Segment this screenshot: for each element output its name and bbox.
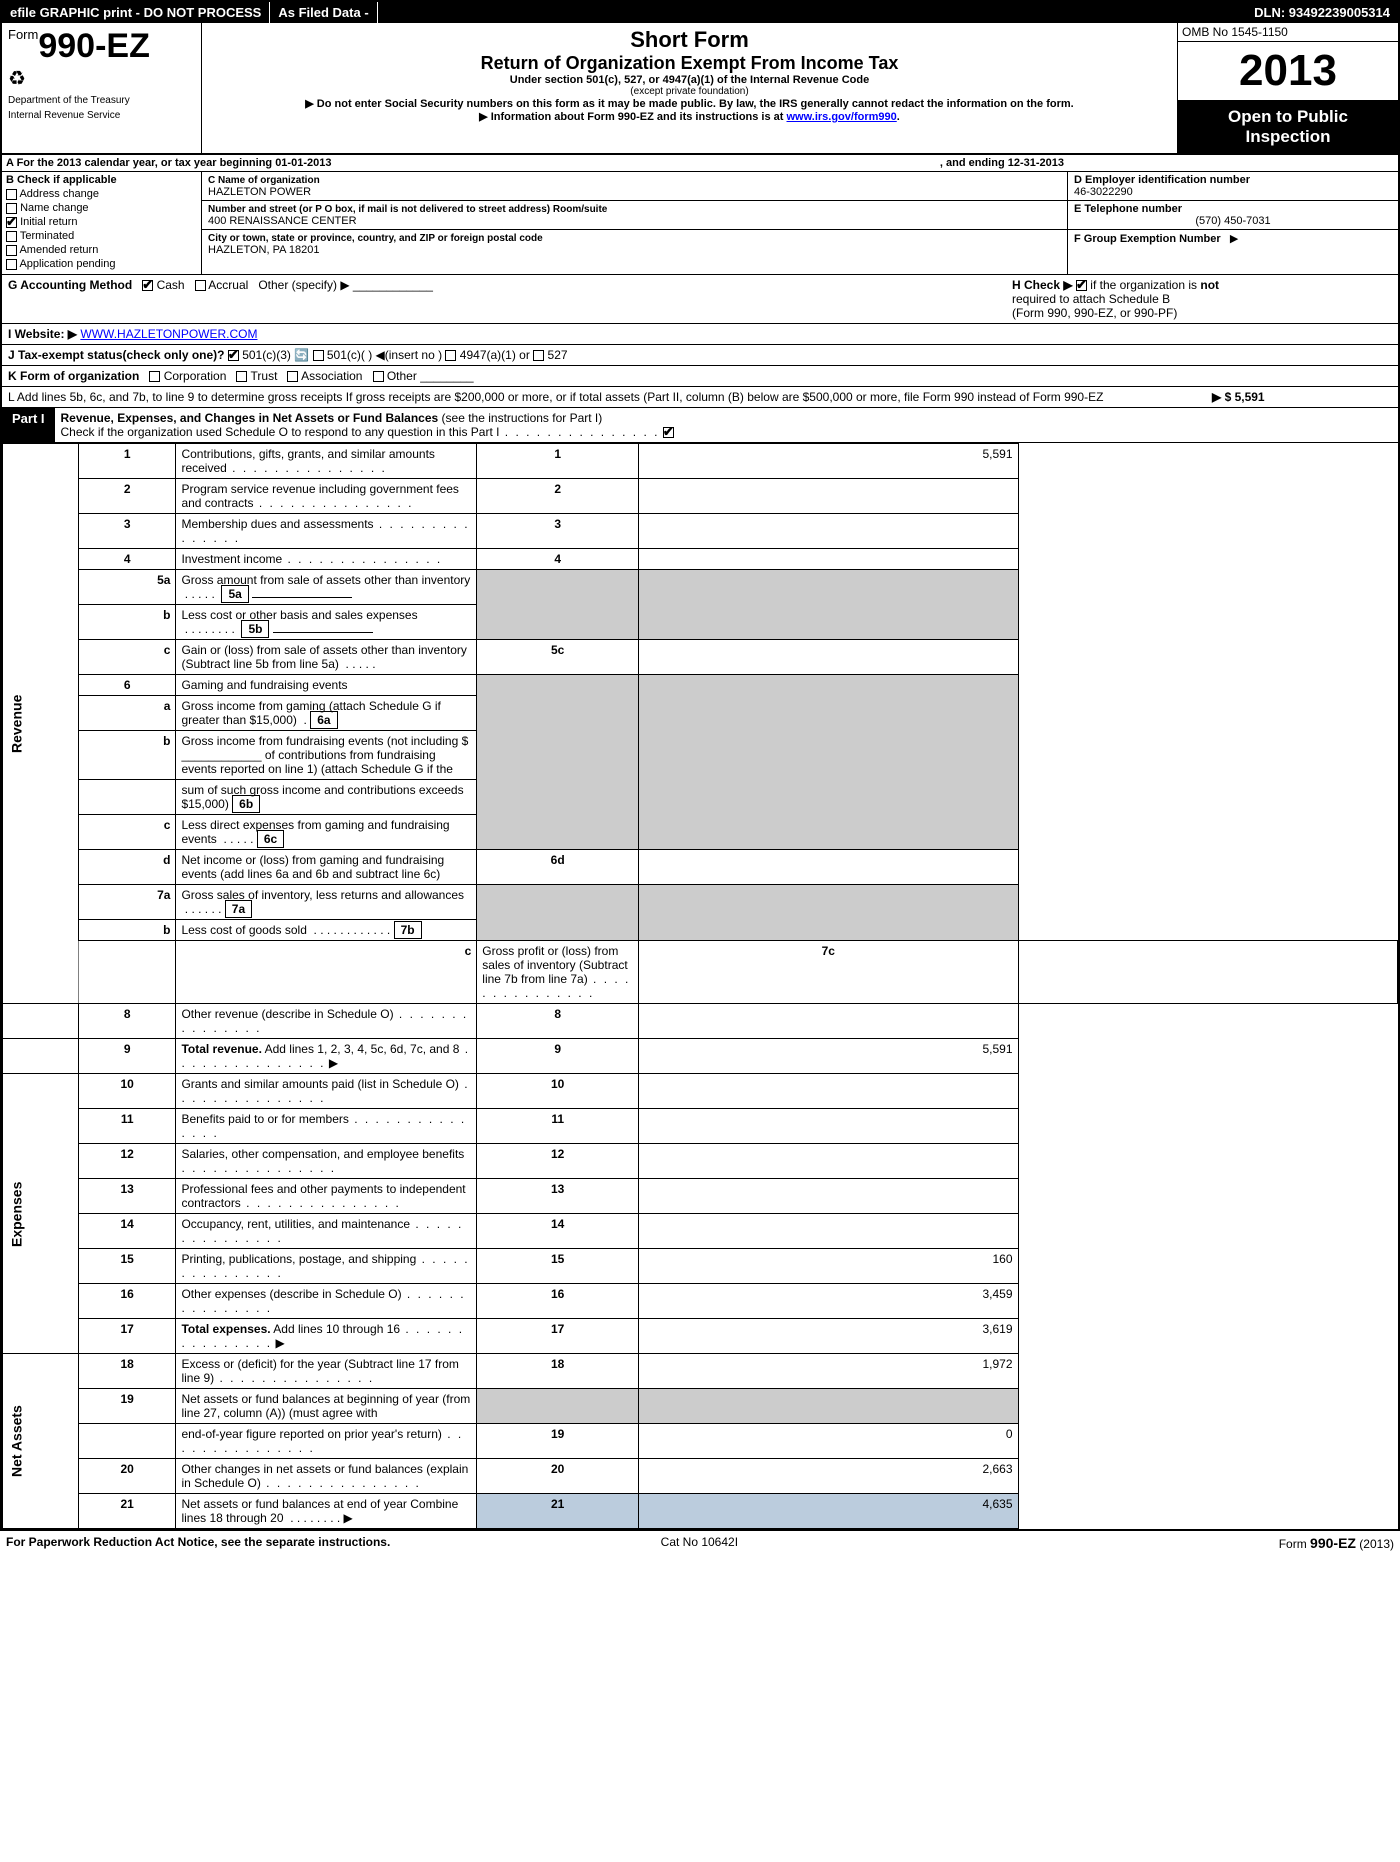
open-public: Open to Public Inspection [1178, 101, 1398, 153]
org-city: HAZLETON, PA 18201 [208, 244, 319, 256]
amt-19: 0 [639, 1424, 1018, 1459]
website-link[interactable]: WWW.HAZLETONPOWER.COM [80, 327, 257, 341]
b-head: B Check if applicable [6, 174, 197, 186]
chk-accrual[interactable] [195, 280, 206, 291]
chk-assoc[interactable] [287, 371, 298, 382]
chk-501c3[interactable] [228, 350, 239, 361]
row-a-begin: A For the 2013 calendar year, or tax yea… [2, 155, 936, 171]
part-tag: Part I [2, 408, 55, 442]
side-netassets: Net Assets [3, 1354, 79, 1529]
part-i-header: Part I Revenue, Expenses, and Changes in… [2, 408, 1398, 443]
chk-namechg[interactable] [6, 203, 17, 214]
footer-right: Form 990-EZ (2013) [1279, 1535, 1394, 1551]
header-center: Short Form Return of Organization Exempt… [202, 23, 1178, 153]
form-table: Revenue 1Contributions, gifts, grants, a… [2, 443, 1398, 1529]
section-bcdef: B Check if applicable Address change Nam… [2, 172, 1398, 275]
row-j: J Tax-exempt status(check only one)? 501… [2, 345, 1398, 366]
chk-cash[interactable] [142, 280, 153, 291]
header-row: Form990-EZ ♻ Department of the Treasury … [2, 23, 1398, 155]
header-left: Form990-EZ ♻ Department of the Treasury … [2, 23, 202, 153]
amt-17: 3,619 [639, 1319, 1018, 1354]
chk-address[interactable] [6, 189, 17, 200]
org-street: 400 RENAISSANCE CENTER [208, 215, 357, 227]
chk-pending[interactable] [6, 259, 17, 270]
form-word: Form [8, 27, 38, 42]
title-short-form: Short Form [210, 27, 1169, 53]
dln-label: DLN: 93492239005314 [1246, 2, 1398, 23]
chk-amended[interactable] [6, 245, 17, 256]
chk-other[interactable] [373, 371, 384, 382]
amt-21: 4,635 [639, 1494, 1018, 1529]
chk-corp[interactable] [149, 371, 160, 382]
side-revenue: Revenue [3, 444, 79, 1004]
form-number: 990-EZ [38, 27, 150, 65]
footer-left: For Paperwork Reduction Act Notice, see … [6, 1535, 390, 1551]
chk-501c[interactable] [313, 350, 324, 361]
dept-irs: Internal Revenue Service [8, 110, 195, 121]
note-ssn: ▶ Do not enter Social Security numbers o… [210, 97, 1169, 110]
note-info: ▶ Information about Form 990-EZ and its … [210, 110, 1169, 123]
org-name: HAZLETON POWER [208, 186, 311, 198]
subtitle-except: (except private foundation) [210, 86, 1169, 97]
row-l: L Add lines 5b, 6c, and 7b, to line 9 to… [2, 387, 1398, 408]
amt-20: 2,663 [639, 1459, 1018, 1494]
row-gh: G Accounting Method Cash Accrual Other (… [2, 275, 1398, 324]
l-amount: ▶ $ 5,591 [1212, 390, 1392, 404]
row-a-end: , and ending 12-31-2013 [936, 155, 1068, 171]
footer: For Paperwork Reduction Act Notice, see … [0, 1531, 1400, 1555]
irs-link[interactable]: www.irs.gov/form990 [787, 111, 897, 123]
amt-18: 1,972 [639, 1354, 1018, 1389]
row-k: K Form of organization Corporation Trust… [2, 366, 1398, 387]
efile-label: efile GRAPHIC print - DO NOT PROCESS [2, 2, 270, 23]
subtitle-section: Under section 501(c), 527, or 4947(a)(1)… [210, 74, 1169, 86]
row-a: A For the 2013 calendar year, or tax yea… [2, 155, 1398, 172]
form-page: efile GRAPHIC print - DO NOT PROCESS As … [0, 0, 1400, 1531]
chk-terminated[interactable] [6, 231, 17, 242]
arrow-icon: ▶ [1230, 233, 1238, 245]
header-right: OMB No 1545-1150 2013 Open to Public Ins… [1178, 23, 1398, 153]
dept-treasury: Department of the Treasury [8, 95, 195, 106]
col-def: D Employer identification number46-30222… [1068, 172, 1398, 274]
chk-4947[interactable] [445, 350, 456, 361]
omb-number: OMB No 1545-1150 [1178, 23, 1398, 42]
title-return: Return of Organization Exempt From Incom… [210, 53, 1169, 74]
recycle-icon: ♻ [8, 66, 195, 91]
footer-mid: Cat No 10642I [661, 1535, 738, 1551]
top-bar: efile GRAPHIC print - DO NOT PROCESS As … [2, 2, 1398, 23]
chk-trust[interactable] [236, 371, 247, 382]
chk-initial[interactable] [6, 217, 17, 228]
chk-parti[interactable] [663, 427, 674, 438]
chk-h[interactable] [1076, 280, 1087, 291]
col-b: B Check if applicable Address change Nam… [2, 172, 202, 274]
side-expenses: Expenses [3, 1074, 79, 1354]
chk-527[interactable] [533, 350, 544, 361]
amt-16: 3,459 [639, 1284, 1018, 1319]
amt-9: 5,591 [639, 1039, 1018, 1074]
phone: (570) 450-7031 [1074, 215, 1392, 227]
col-c: C Name of organizationHAZLETON POWER Num… [202, 172, 1068, 274]
asfiled-label: As Filed Data - [270, 2, 377, 23]
amt-1: 5,591 [639, 444, 1018, 479]
tax-year: 2013 [1178, 42, 1398, 101]
ein: 46-3022290 [1074, 186, 1133, 198]
row-i: I Website: ▶ WWW.HAZLETONPOWER.COM [2, 324, 1398, 345]
amt-15: 160 [639, 1249, 1018, 1284]
